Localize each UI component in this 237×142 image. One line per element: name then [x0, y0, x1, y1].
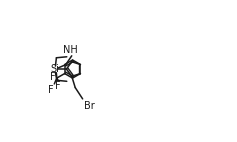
Text: F: F	[48, 85, 54, 95]
Text: Br: Br	[84, 101, 94, 111]
Text: NH: NH	[64, 45, 78, 55]
Text: Si: Si	[50, 64, 59, 74]
Text: F: F	[50, 72, 56, 82]
Text: F: F	[55, 81, 61, 91]
